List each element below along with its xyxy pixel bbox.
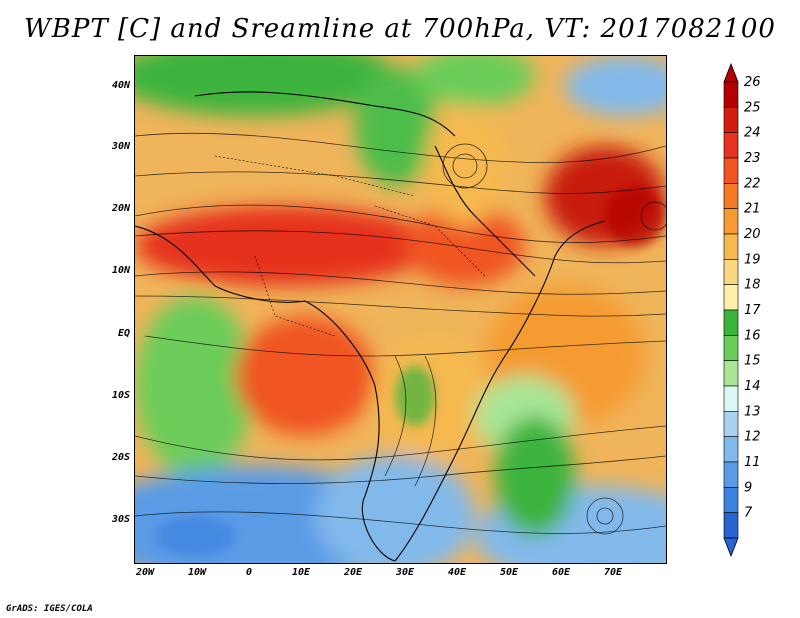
colorbar-swatch [723, 284, 739, 311]
lat-label-30s: 30S [111, 514, 130, 525]
colorbar-swatch [723, 385, 739, 412]
colorbar-swatch [723, 208, 739, 235]
colorbar-swatch [723, 436, 739, 463]
colorbar-swatch [723, 107, 739, 133]
lon-label-10e: 10E [291, 567, 311, 578]
map-plot-area [134, 55, 667, 564]
colorbar-label: 9 [744, 480, 752, 495]
lat-label-20n: 20N [111, 203, 130, 214]
lat-label-30n: 30N [111, 141, 130, 152]
colorbar-label: 11 [744, 455, 761, 470]
lat-label-10n: 10N [111, 265, 130, 276]
colorbar-label: 21 [744, 202, 761, 217]
colorbar-label: 7 [744, 506, 753, 521]
colorbar-label: 20 [744, 227, 761, 242]
colorbar-swatch [723, 259, 739, 285]
colorbar-legend: 26 25 24 23 22 21 20 19 18 17 16 15 14 13 12 11 9 7 [723, 62, 761, 558]
lat-label-20s: 20S [111, 452, 130, 463]
colorbar-swatch [723, 132, 739, 159]
colorbar-label: 16 [744, 328, 761, 343]
colorbar-swatch [723, 335, 739, 361]
lon-label-20w: 20W [135, 567, 155, 578]
colorbar-arrow-top [723, 62, 739, 83]
colorbar-label: 13 [744, 404, 761, 419]
colorbar-swatch [723, 81, 739, 108]
lat-label-10s: 10S [111, 390, 130, 401]
colorbar-label: 12 [744, 430, 761, 445]
lon-label-40e: 40E [447, 567, 467, 578]
lon-label-10w: 10W [187, 567, 207, 578]
colorbar-label: 25 [744, 100, 761, 115]
colorbar-label: 17 [744, 303, 761, 318]
lon-label-60e: 60E [551, 567, 571, 578]
colorbar-label: 24 [744, 126, 761, 141]
map-title: WBPT [C] and Sreamline at 700hPa, VT: 20… [24, 14, 776, 44]
colorbar-swatch [723, 233, 739, 260]
lat-label-eq: EQ [117, 328, 130, 339]
colorbar-arrow-bottom [723, 537, 739, 558]
colorbar-swatch [723, 487, 739, 513]
colorbar-swatch [723, 157, 739, 184]
colorbar-swatch [723, 309, 739, 336]
lon-label-50e: 50E [499, 567, 519, 578]
lon-label-20e: 20E [343, 567, 363, 578]
lat-label-40n: 40N [111, 80, 130, 91]
wbpt-field-map [135, 56, 666, 563]
colorbar-label: 15 [744, 354, 761, 369]
lon-label-70e: 70E [603, 567, 623, 578]
colorbar-label: 19 [744, 252, 761, 267]
colorbar-label: 14 [744, 379, 761, 394]
colorbar-swatch [723, 461, 739, 488]
colorbar-label: 23 [744, 151, 761, 166]
lon-label-0: 0 [245, 567, 253, 578]
colorbar-swatch [723, 512, 739, 539]
colorbar-swatch [723, 411, 739, 437]
colorbar-label: 18 [744, 278, 761, 293]
lon-label-30e: 30E [395, 567, 415, 578]
footer-credit: GrADS: IGES/COLA [6, 604, 93, 614]
colorbar-swatch [723, 183, 739, 209]
colorbar-swatch [723, 360, 739, 387]
colorbar-label: 26 [744, 75, 761, 90]
colorbar-label: 22 [744, 176, 761, 191]
